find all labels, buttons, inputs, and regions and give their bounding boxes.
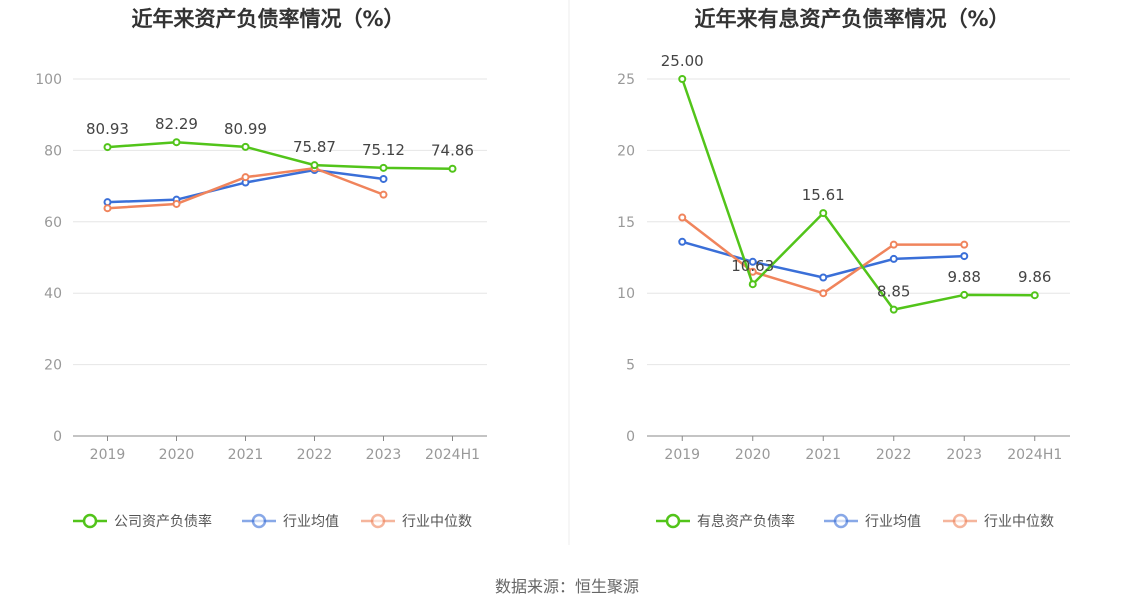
series-line: [681, 216, 965, 295]
data-point: [889, 254, 898, 263]
data-point: [678, 75, 687, 83]
y-tick-label: 20: [617, 143, 635, 159]
data-point: [172, 199, 181, 208]
x-tick-label: 2021: [228, 447, 264, 463]
data-label: 9.88: [948, 268, 981, 286]
data-point: [678, 237, 687, 246]
data-point: [678, 213, 687, 222]
data-point: [819, 209, 828, 218]
series-line: [681, 78, 1035, 311]
x-tick-label: 2022: [297, 447, 333, 463]
data-point: [960, 240, 969, 249]
y-tick-label: 80: [44, 143, 62, 159]
data-point: [241, 173, 250, 182]
data-point: [379, 163, 388, 172]
data-point: [448, 164, 457, 173]
data-point: [960, 252, 969, 261]
legend-swatch-marker: [82, 513, 98, 529]
data-point: [379, 190, 388, 199]
x-tick-label: 2019: [90, 447, 126, 463]
legend-label: 行业均值: [283, 514, 339, 530]
y-tick-label: 0: [53, 429, 62, 445]
y-tick-label: 40: [44, 286, 62, 302]
legend-swatch-marker: [251, 513, 267, 529]
series-line: [681, 240, 965, 279]
data-label: 8.85: [877, 283, 910, 301]
y-tick-label: 5: [626, 358, 635, 374]
data-point: [379, 174, 388, 183]
chart-title: 近年来有息资产负债率情况（%）: [694, 7, 1009, 31]
y-tick-label: 100: [35, 72, 62, 88]
legend-swatch-marker: [833, 513, 849, 529]
data-point: [889, 240, 898, 249]
data-point: [819, 289, 828, 298]
data-label: 9.86: [1018, 268, 1051, 286]
x-tick-label: 2024H1: [425, 447, 480, 463]
series-line: [107, 140, 453, 170]
x-tick-label: 2019: [664, 447, 700, 463]
x-tick-label: 2020: [735, 447, 771, 463]
x-tick-label: 2023: [366, 447, 402, 463]
legend-label: 行业中位数: [402, 514, 472, 530]
x-tick-label: 2022: [876, 447, 912, 463]
data-label: 25.00: [661, 52, 704, 70]
data-point: [748, 280, 757, 289]
data-point: [960, 290, 969, 299]
y-tick-label: 60: [44, 215, 62, 231]
y-tick-label: 15: [617, 215, 635, 231]
legend-label: 公司资产负债率: [114, 513, 212, 530]
x-tick-label: 2020: [159, 447, 195, 463]
data-point: [889, 305, 898, 314]
data-point: [819, 273, 828, 282]
data-point: [310, 161, 319, 170]
data-point: [241, 142, 250, 151]
data-source-note: 数据来源：恒生聚源: [494, 577, 639, 596]
y-tick-label: 0: [626, 429, 635, 445]
legend-swatch-marker: [370, 513, 386, 529]
y-tick-label: 10: [617, 286, 635, 302]
legend-label: 行业均值: [865, 514, 921, 530]
data-label: 80.93: [86, 120, 129, 138]
x-tick-label: 2024H1: [1007, 447, 1062, 463]
y-tick-label: 25: [617, 72, 635, 88]
data-label: 75.87: [293, 138, 336, 156]
data-point: [172, 138, 181, 147]
legend-label: 有息资产负债率: [697, 513, 795, 530]
legend-swatch-marker: [952, 513, 968, 529]
data-point: [748, 257, 757, 266]
data-point: [103, 204, 112, 213]
x-tick-label: 2021: [805, 447, 841, 463]
data-label: 15.61: [802, 186, 845, 204]
data-label: 74.86: [431, 142, 474, 160]
data-label: 80.99: [224, 120, 267, 138]
data-label: 10.63: [731, 257, 774, 275]
legend-swatch-marker: [665, 513, 681, 529]
chart-title: 近年来资产负债率情况（%）: [131, 7, 404, 31]
y-tick-label: 20: [44, 358, 62, 374]
data-point: [1030, 291, 1039, 300]
data-point: [103, 143, 112, 152]
data-label: 75.12: [362, 141, 405, 159]
legend-label: 行业中位数: [984, 514, 1054, 530]
x-tick-label: 2023: [946, 447, 982, 463]
data-label: 82.29: [155, 115, 198, 133]
